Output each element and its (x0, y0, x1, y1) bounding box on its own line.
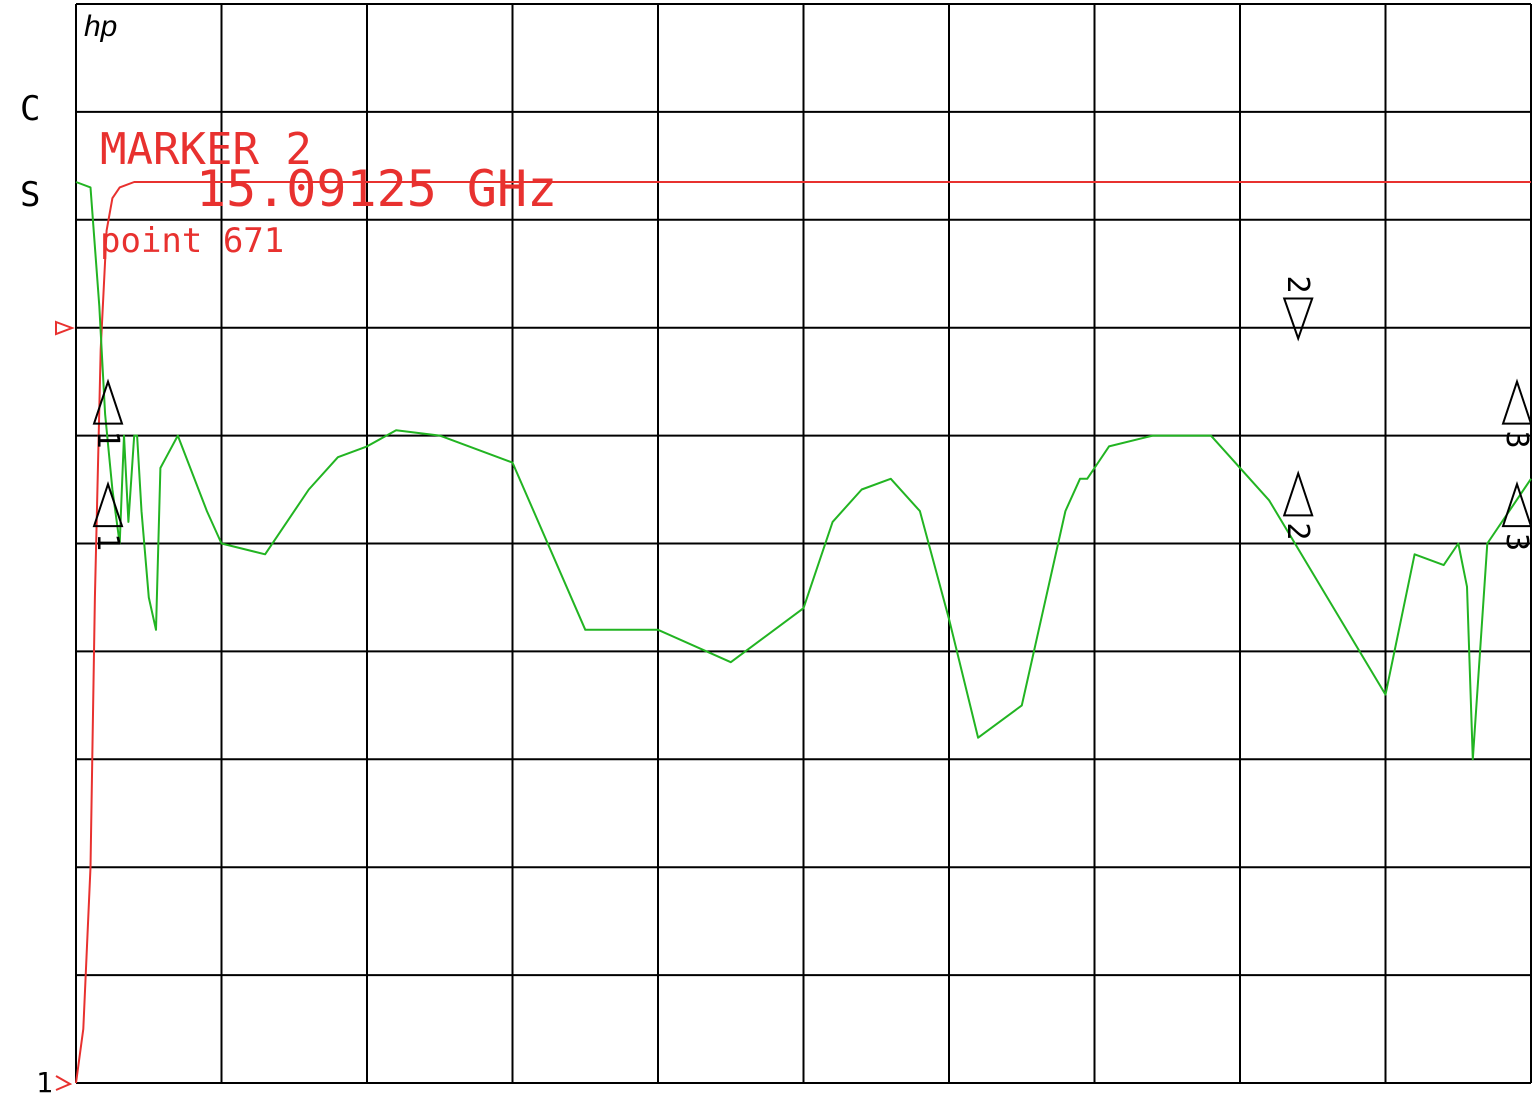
graticule (75, 3, 1532, 1084)
reference-level-icon (55, 320, 75, 336)
marker-triangle-icon (1501, 378, 1532, 425)
marker-2-green: 2 (1280, 470, 1315, 540)
reference-label: 1 (36, 1066, 53, 1095)
marker-1-red: 1 (90, 378, 125, 449)
scale-label: S (20, 175, 40, 215)
hp-logo: hp (84, 10, 117, 43)
marker-triangle-icon (1501, 480, 1532, 528)
marker-number: 3 (1499, 533, 1532, 551)
marker-triangle-icon (92, 378, 124, 425)
marker-number: 2 (1280, 275, 1315, 293)
marker-2-red: 2 (1280, 275, 1315, 342)
marker-triangle-icon (1282, 470, 1314, 517)
marker-triangle-icon (1282, 297, 1314, 342)
channel-label: C (20, 89, 40, 129)
marker-readout-frequency: 15.09125 GHz (196, 160, 557, 218)
marker-number: 3 (1499, 431, 1532, 449)
marker-triangle-icon (92, 480, 124, 528)
reference-arrow-icon (55, 1075, 73, 1091)
marker-1-green: 1 (90, 480, 125, 551)
marker-number: 1 (90, 533, 125, 551)
marker-number: 2 (1280, 522, 1315, 540)
trace-green-line (75, 181, 1532, 761)
markers: 1 1 2 2 3 3 (90, 275, 1532, 551)
marker-3-red: 3 (1499, 378, 1532, 449)
marker-readout-title: MARKER 2 (100, 124, 312, 175)
marker-3-green: 3 (1499, 480, 1532, 551)
marker-readout-point: point 671 (100, 221, 284, 261)
marker-number: 1 (90, 431, 125, 449)
